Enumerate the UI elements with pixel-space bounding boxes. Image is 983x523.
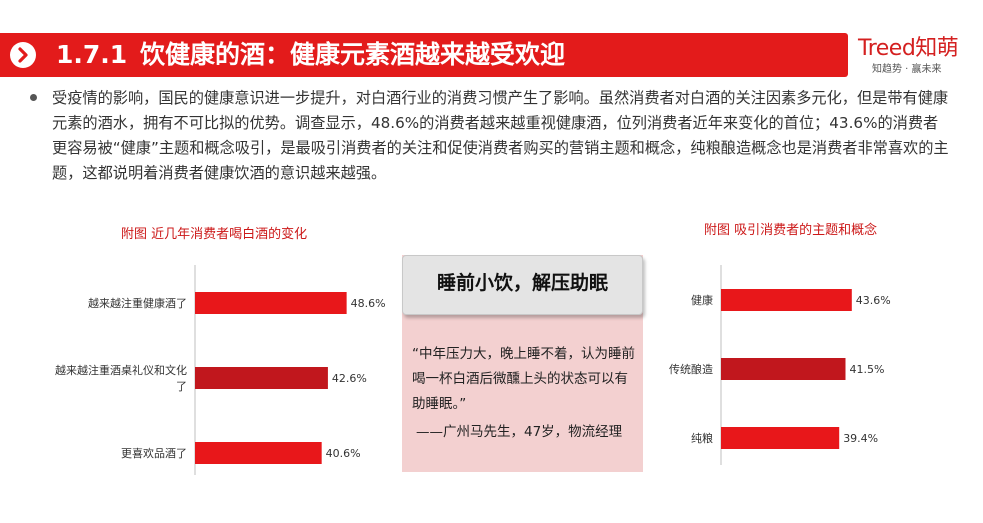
chart-bar: [721, 358, 846, 380]
value-label: 48.6%: [351, 297, 386, 310]
chart-right: 健康 43.6% 传统酿造 41.5% 纯粮 39.4%: [669, 265, 891, 465]
category-label: 越来越注重健康酒了: [88, 296, 187, 310]
bullet-icon: [30, 94, 37, 101]
category-label: 越来越注重酒桌礼仪和文化: [55, 363, 187, 377]
value-label: 39.4%: [843, 432, 878, 445]
chart-bar: [195, 292, 347, 314]
chart-bar: [195, 367, 328, 389]
chart-bar: [195, 442, 322, 464]
value-label: 42.6%: [332, 372, 367, 385]
category-label: 健康: [691, 293, 713, 307]
intro-paragraph: 受疫情的影响，国民的健康意识进一步提升，对白酒行业的消费习惯产生了影响。虽然消费…: [52, 89, 949, 182]
quote-card-header: [402, 255, 643, 315]
chart-title-right: 附图 吸引消费者的主题和概念: [704, 223, 878, 238]
value-label: 43.6%: [856, 294, 891, 307]
chart-bar: [721, 289, 852, 311]
quote-author: ——广州马先生，47岁，物流经理: [416, 424, 623, 440]
section-title-bar: 1.7.1 饮健康的酒：健康元素酒越来越受欢迎: [0, 33, 848, 77]
brand-logo: Treed知萌: [858, 36, 959, 61]
category-label: 纯粮: [691, 431, 713, 445]
section-number: 1.7.1: [56, 40, 128, 69]
brand-tagline: 知趋势 · 赢未来: [872, 64, 942, 75]
chart-title-left: 附图 近几年消费者喝白酒的变化: [121, 227, 308, 242]
value-label: 40.6%: [326, 447, 361, 460]
category-label: 传统酿造: [669, 362, 713, 376]
quote-body: “中年压力大，晚上睡不着，认为睡前喝一杯白酒后微醺上头的状态可以有助睡眠。”: [412, 346, 635, 412]
category-label: 更喜欢品酒了: [121, 446, 187, 460]
quote-heading: 睡前小饮，解压助眠: [436, 272, 608, 294]
page-title: 饮健康的酒：健康元素酒越来越受欢迎: [140, 40, 566, 69]
value-label: 41.5%: [850, 363, 885, 376]
chart-bar: [721, 427, 840, 449]
category-label: 了: [176, 380, 187, 393]
chevron-right-icon: [10, 42, 36, 68]
